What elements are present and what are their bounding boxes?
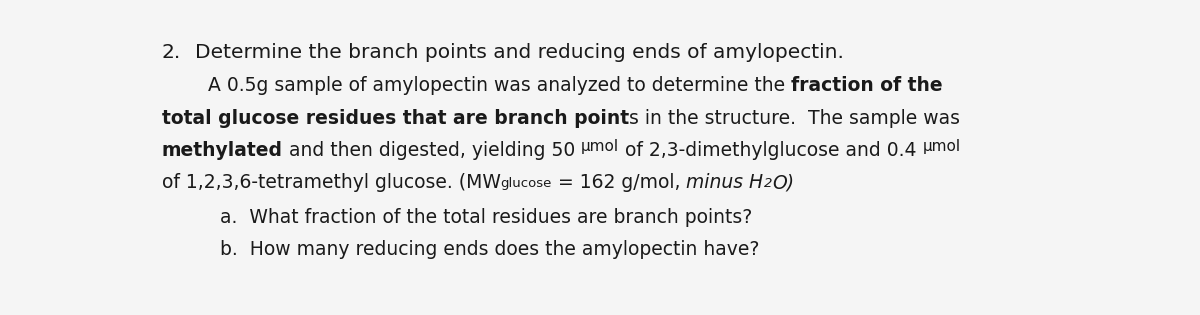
Text: minus H: minus H (686, 173, 763, 192)
Text: methylated: methylated (162, 141, 283, 160)
Text: μmol: μmol (923, 139, 961, 154)
Text: A 0.5g sample of amylopectin was analyzed to determine the: A 0.5g sample of amylopectin was analyze… (208, 76, 791, 95)
Text: total glucose residues that are branch point: total glucose residues that are branch p… (162, 109, 629, 128)
Text: 2.: 2. (162, 43, 181, 62)
Text: glucose: glucose (500, 177, 552, 190)
Text: O): O) (772, 173, 794, 192)
Text: and then digested, yielding 50: and then digested, yielding 50 (283, 141, 581, 160)
Text: Determine the branch points and reducing ends of amylopectin.: Determine the branch points and reducing… (194, 43, 844, 62)
Text: fraction of the: fraction of the (791, 76, 943, 95)
Text: = 162 g/mol,: = 162 g/mol, (552, 173, 686, 192)
Text: a.  What fraction of the total residues are branch points?: a. What fraction of the total residues a… (220, 208, 752, 227)
Text: μmol: μmol (581, 139, 619, 154)
Text: 2: 2 (763, 177, 772, 190)
Text: s in the structure.  The sample was: s in the structure. The sample was (629, 109, 960, 128)
Text: of 2,3-dimethylglucose and 0.4: of 2,3-dimethylglucose and 0.4 (619, 141, 923, 160)
Text: of 1,2,3,6-tetramethyl glucose. (MW: of 1,2,3,6-tetramethyl glucose. (MW (162, 173, 500, 192)
Text: b.  How many reducing ends does the amylopectin have?: b. How many reducing ends does the amylo… (220, 240, 760, 259)
